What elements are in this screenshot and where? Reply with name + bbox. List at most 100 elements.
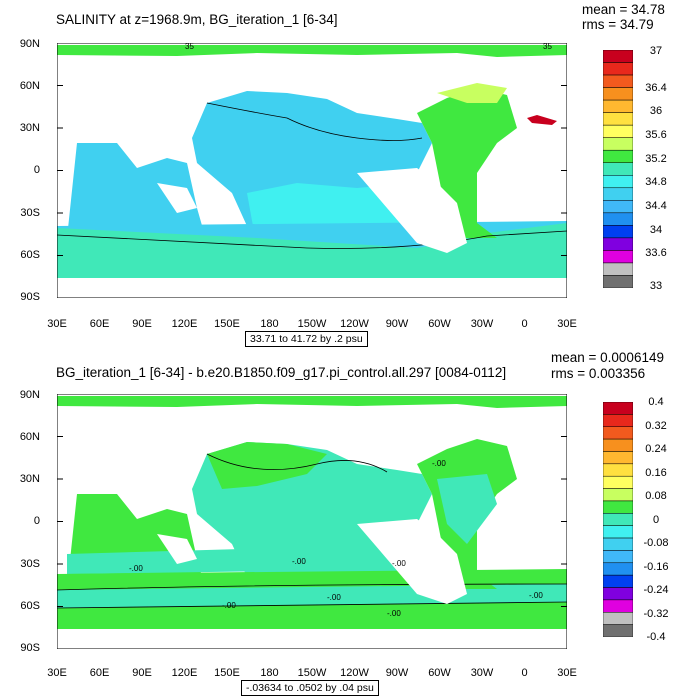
legend-label: -0.08 bbox=[643, 537, 669, 549]
lon-label: 0 bbox=[521, 318, 528, 330]
legend-swatch bbox=[603, 237, 633, 251]
lat-label: 90N bbox=[19, 389, 40, 401]
legend-swatch bbox=[603, 426, 633, 440]
legend-label: 35.2 bbox=[645, 153, 667, 165]
legend-swatch bbox=[603, 74, 633, 88]
legend-swatch bbox=[603, 402, 633, 415]
lat-label: 60S bbox=[20, 249, 40, 261]
legend-swatch bbox=[603, 225, 633, 239]
lat-label: 90N bbox=[19, 38, 40, 50]
legend-swatch bbox=[603, 475, 633, 489]
mean-stat-top: mean = 34.78 bbox=[582, 2, 665, 17]
lat-label: 30N bbox=[19, 473, 40, 485]
lon-label: 60W bbox=[428, 318, 451, 330]
legend-swatch bbox=[603, 414, 633, 427]
legend-label: 34.4 bbox=[645, 200, 667, 212]
contour-label: -.00 bbox=[129, 564, 143, 573]
legend-label: -0.32 bbox=[643, 608, 669, 620]
lon-label: 90E bbox=[132, 318, 152, 330]
legend-swatch bbox=[603, 275, 633, 288]
legend-label: -0.4 bbox=[646, 631, 666, 643]
legend-swatch bbox=[603, 112, 633, 126]
legend-swatch bbox=[603, 612, 633, 625]
contour-label: -.00 bbox=[392, 559, 406, 568]
legend-label: 0.08 bbox=[645, 490, 667, 502]
legend-swatch bbox=[603, 175, 633, 189]
lon-label: 120E bbox=[171, 318, 198, 330]
lon-label: 150E bbox=[214, 667, 240, 679]
lon-label: 30E bbox=[557, 667, 577, 679]
legend-swatch bbox=[603, 550, 633, 564]
legend-label: 34 bbox=[649, 224, 663, 236]
lon-label: 180 bbox=[260, 667, 279, 679]
lat-label: 60S bbox=[20, 600, 40, 612]
contour-label: -.00 bbox=[432, 459, 446, 468]
lon-label: 150W bbox=[297, 318, 327, 330]
lon-label: 30W bbox=[470, 667, 494, 679]
legend-swatch bbox=[603, 537, 633, 551]
lon-label: 180 bbox=[260, 318, 279, 330]
legend-swatch bbox=[603, 87, 633, 101]
lat-label: 90S bbox=[20, 642, 40, 654]
legend-swatch bbox=[603, 463, 633, 477]
legend-swatch bbox=[603, 488, 633, 502]
legend-swatch bbox=[603, 187, 633, 201]
legend-label: 0.24 bbox=[645, 443, 667, 455]
contour-label: -.00 bbox=[529, 591, 543, 600]
lat-label: 60N bbox=[19, 80, 40, 92]
map-title-bottom: BG_iteration_1 [6-34] - b.e20.B1850.f09_… bbox=[56, 365, 507, 380]
rms-stat-bottom: rms = 0.003356 bbox=[551, 366, 646, 381]
contour-label: -.00 bbox=[387, 609, 401, 618]
legend-label: 0.16 bbox=[645, 467, 667, 479]
legend-swatch bbox=[603, 99, 633, 113]
lon-label: 90W bbox=[385, 667, 409, 679]
salinity-difference-map: -.00 -.00 -.00 -.00 -.00 -.00 -.00 -.00 bbox=[57, 394, 567, 649]
legend-label: 36.4 bbox=[645, 82, 667, 94]
legend-swatch bbox=[603, 599, 633, 613]
legend-swatch bbox=[603, 525, 633, 539]
legend-swatch bbox=[603, 262, 633, 276]
map-title-top: SALINITY at z=1968.9m, BG_iteration_1 [6… bbox=[56, 12, 338, 27]
lon-label: 60E bbox=[89, 318, 110, 330]
lat-label: 30S bbox=[20, 207, 40, 219]
lon-label: 150W bbox=[297, 667, 327, 679]
legend-swatch bbox=[603, 124, 633, 138]
legend-label: 33.6 bbox=[645, 247, 667, 259]
contour-label: 35 bbox=[543, 43, 552, 51]
legend-swatch bbox=[603, 624, 633, 637]
lon-label: 0 bbox=[521, 667, 528, 679]
contour-label: -.00 bbox=[222, 601, 236, 610]
legend-label: -0.16 bbox=[643, 561, 669, 573]
legend-swatch bbox=[603, 250, 633, 264]
legend-bar-top bbox=[603, 50, 633, 288]
legend-label: 0.4 bbox=[648, 396, 664, 408]
salinity-map: 35 35 bbox=[57, 43, 567, 298]
legend-swatch bbox=[603, 574, 633, 588]
lon-label: 150E bbox=[214, 318, 240, 330]
legend-swatch bbox=[603, 50, 633, 63]
lon-label: 90W bbox=[385, 318, 409, 330]
legend-swatch bbox=[603, 438, 633, 452]
lon-label: 60E bbox=[89, 667, 110, 679]
legend-swatch bbox=[603, 562, 633, 576]
legend-label: 33 bbox=[649, 280, 663, 292]
lon-label: 30E bbox=[47, 667, 67, 679]
lat-label: 30S bbox=[20, 558, 40, 570]
lat-label: 30N bbox=[19, 122, 40, 134]
legend-swatch bbox=[603, 162, 633, 176]
lon-label: 60W bbox=[428, 667, 451, 679]
contour-label: -.00 bbox=[327, 593, 341, 602]
lon-label: 90E bbox=[132, 667, 152, 679]
legend-swatch bbox=[603, 200, 633, 214]
lon-label: 30E bbox=[47, 318, 67, 330]
legend-label: 0 bbox=[652, 514, 660, 526]
legend-swatch bbox=[603, 62, 633, 76]
legend-swatch bbox=[603, 587, 633, 601]
lon-label: 30E bbox=[557, 318, 577, 330]
legend-swatch bbox=[603, 513, 633, 526]
lon-label: 120W bbox=[340, 318, 369, 330]
contour-label: -.00 bbox=[292, 557, 306, 566]
legend-label: 37 bbox=[649, 45, 663, 57]
rms-stat-top: rms = 34.79 bbox=[582, 17, 654, 32]
legend-swatch bbox=[603, 500, 633, 514]
